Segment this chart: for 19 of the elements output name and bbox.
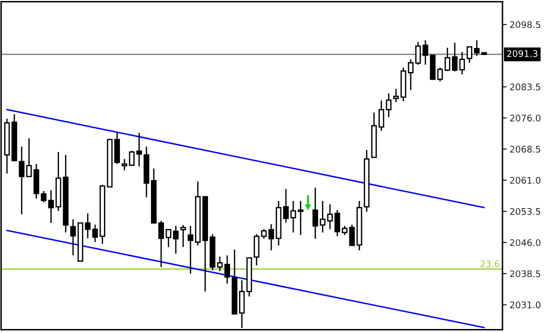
- candlestick: [180, 224, 186, 248]
- y-tick-label: 2098.5: [510, 21, 540, 28]
- y-tick-label: 2046.0: [510, 239, 540, 246]
- y-tick-label: 2053.5: [510, 208, 540, 215]
- candlestick: [114, 131, 120, 165]
- candlestick: [312, 187, 318, 240]
- candlestick: [459, 51, 465, 75]
- candlestick: [268, 224, 274, 251]
- y-tick-label: 2076.0: [510, 114, 540, 122]
- y-tick-label: 2061.0: [510, 176, 540, 184]
- y-tick-label: 2038.5: [510, 270, 540, 278]
- candlestick: [452, 42, 458, 72]
- candlestick: [386, 92, 392, 118]
- y-tick-label: 2068.5: [510, 146, 540, 153]
- ref-line-label: 2091.3: [507, 50, 538, 58]
- annotation: 23.6: [480, 260, 500, 268]
- candlestick: [298, 200, 304, 236]
- y-tick-label: 2031.0: [510, 301, 540, 308]
- y-tick-label: 2083.5: [510, 84, 540, 90]
